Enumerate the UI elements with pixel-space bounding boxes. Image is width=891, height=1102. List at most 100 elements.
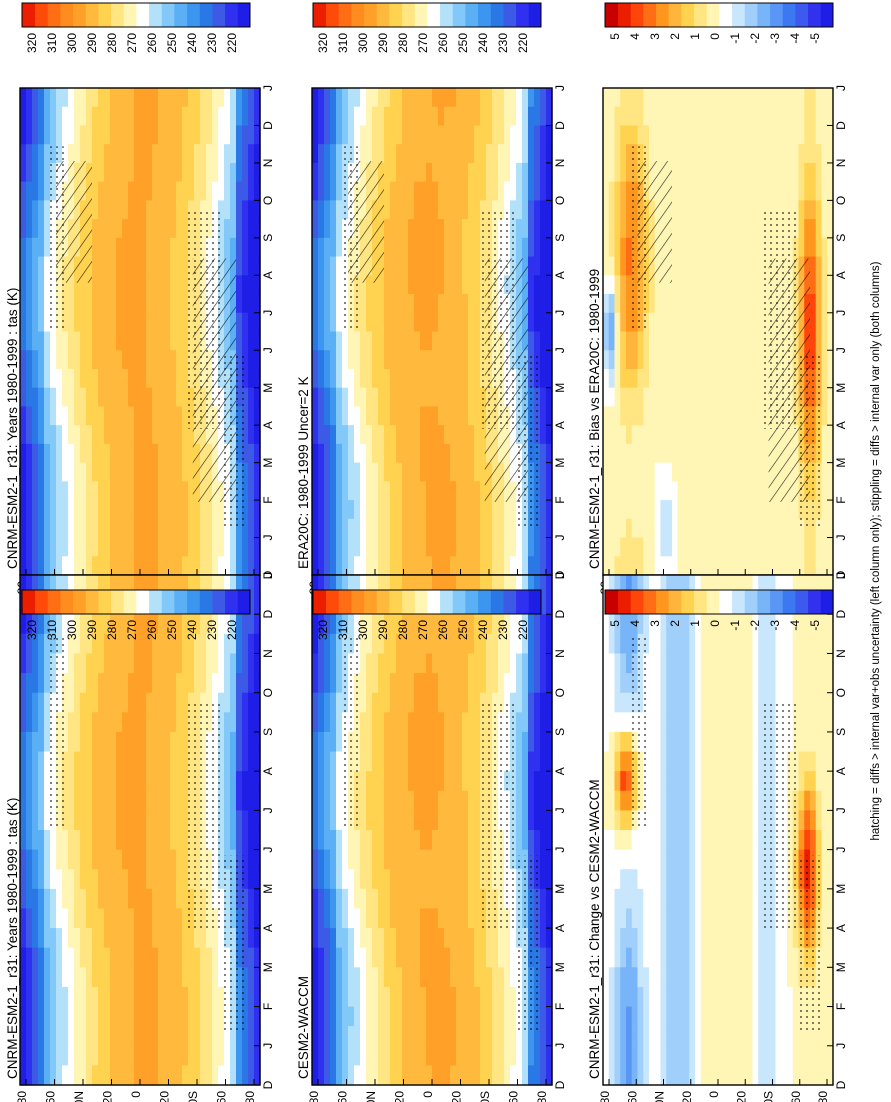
heat-cell: [110, 387, 117, 408]
heat-cell: [20, 144, 27, 164]
heat-cell: [86, 331, 93, 351]
heat-cell: [122, 312, 129, 333]
heat-cell: [110, 256, 117, 276]
colorbar-swatch: [782, 3, 796, 27]
colorbar-tick-label: -5: [808, 33, 822, 44]
x-tick-label: S: [834, 234, 848, 242]
heat-cell: [122, 125, 129, 145]
heat-cell: [444, 350, 451, 370]
heat-cell: [390, 443, 397, 464]
heat-cell: [26, 368, 33, 389]
heat-cell: [654, 481, 662, 501]
heat-cell: [752, 219, 759, 239]
heat-cell: [74, 462, 81, 482]
heat-cell: [712, 256, 719, 276]
heat-cell: [729, 500, 736, 520]
heat-cell: [654, 125, 662, 145]
heat-cell: [80, 849, 87, 870]
heat-cell: [420, 712, 427, 733]
heat-cell: [741, 462, 748, 482]
heat-cell: [68, 312, 75, 333]
heat-cell: [360, 653, 367, 674]
heat-cell: [158, 888, 165, 910]
heat-cell: [318, 237, 325, 258]
heat-cell: [92, 1006, 99, 1027]
heat-cell: [637, 331, 644, 351]
heat-cell: [318, 869, 325, 890]
heat-cell: [390, 537, 397, 557]
heat-cell: [706, 500, 713, 520]
heat-cell: [723, 481, 731, 501]
heat-cell: [134, 751, 141, 772]
heat-cell: [378, 88, 385, 108]
heat-cell: [718, 294, 725, 314]
heat-cell: [384, 575, 391, 596]
heat-cell: [62, 425, 69, 445]
heat-cell: [254, 967, 261, 988]
heat-cell: [534, 88, 541, 108]
heat-cell: [206, 653, 213, 674]
heat-cell: [723, 125, 731, 145]
heat-cell: [330, 406, 337, 426]
heat-cell: [408, 387, 415, 408]
heat-cell: [354, 986, 361, 1008]
heat-cell: [134, 947, 141, 968]
heat-cell: [366, 275, 373, 295]
heat-cell: [158, 462, 165, 482]
heat-cell: [134, 462, 141, 482]
heat-cell: [798, 518, 805, 539]
heat-cell: [414, 368, 421, 389]
heat-cell: [20, 518, 27, 539]
heat-cell: [649, 144, 656, 164]
heat-cell: [603, 200, 610, 220]
heat-cell: [98, 869, 105, 890]
heat-cell: [769, 537, 777, 557]
heat-cell: [474, 144, 481, 164]
heat-cell: [752, 106, 759, 127]
heat-cell: [324, 653, 331, 674]
heat-cell: [324, 481, 331, 501]
heat-cell: [336, 331, 343, 351]
heat-cell: [603, 181, 610, 201]
heat-cell: [182, 556, 189, 576]
y-tick-label: 60: [44, 1091, 58, 1102]
heat-cell: [254, 673, 261, 694]
heat-cell: [420, 751, 427, 772]
heat-cell: [182, 200, 189, 220]
heat-cell: [384, 312, 391, 333]
heat-cell: [414, 869, 421, 890]
heat-cell: [384, 518, 391, 539]
heat-cell: [342, 869, 349, 890]
heat-cell: [723, 443, 731, 464]
heat-cell: [20, 162, 27, 183]
heat-cell: [74, 275, 81, 295]
heat-cell: [827, 312, 834, 333]
heat-cell: [810, 275, 817, 295]
heat-cell: [683, 406, 690, 426]
heat-cell: [20, 928, 27, 949]
heat-cell: [420, 614, 427, 635]
heat-cell: [188, 443, 195, 464]
heat-cell: [98, 106, 105, 127]
heat-cell: [390, 790, 397, 811]
heat-cell: [390, 425, 397, 445]
heat-cell: [468, 537, 475, 557]
heat-cell: [764, 556, 771, 576]
heat-cell: [110, 908, 117, 929]
heat-cell: [140, 633, 147, 655]
heat-cell: [62, 947, 69, 968]
heat-cell: [140, 162, 147, 183]
heat-cell: [224, 162, 231, 183]
heat-cell: [746, 237, 754, 258]
heat-cell: [86, 125, 93, 145]
heat-cell: [764, 88, 771, 108]
heat-cell: [318, 1045, 325, 1066]
heat-cell: [318, 712, 325, 733]
heat-cell: [176, 294, 183, 314]
heat-cell: [516, 537, 523, 557]
heat-cell: [324, 1006, 331, 1027]
heat-cell: [92, 219, 99, 239]
heat-cell: [26, 350, 33, 370]
heat-cell: [408, 256, 415, 276]
heat-cell: [603, 350, 610, 370]
